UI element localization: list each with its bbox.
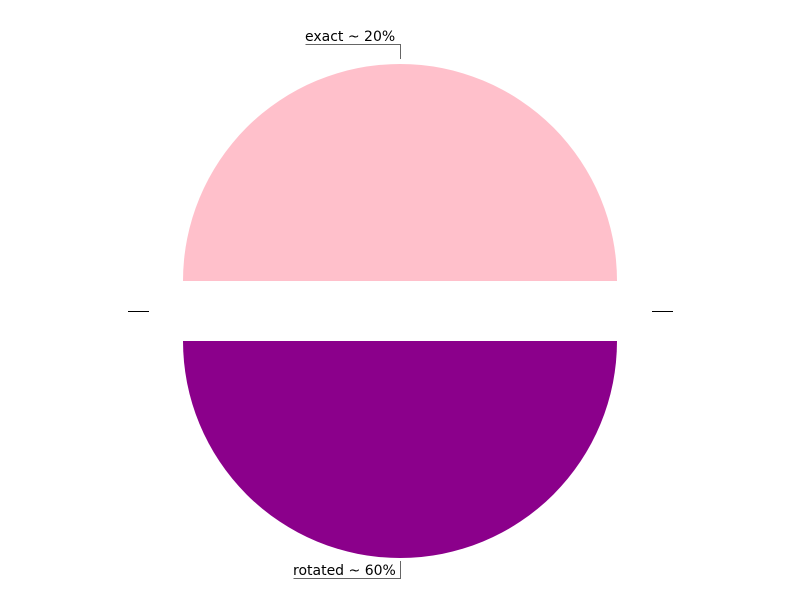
label-exact: exact ~ 20% (305, 29, 395, 45)
slice-exact (183, 64, 617, 281)
slice-rotated (183, 341, 617, 558)
pie-slices (183, 64, 617, 558)
label-rotated: rotated ~ 60% (293, 563, 396, 579)
pie-labels: exact ~ 20% rotated ~ 60% (293, 29, 401, 579)
label-rotated-leader-line (293, 561, 401, 579)
label-exact-leader-line (305, 44, 401, 59)
